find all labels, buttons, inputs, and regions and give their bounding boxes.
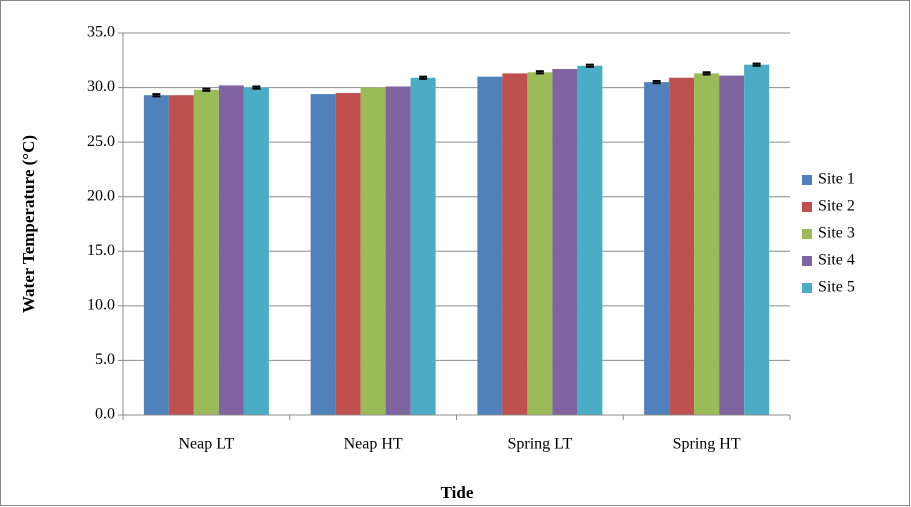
bar (644, 82, 670, 415)
legend-label: Site 4 (818, 252, 855, 269)
legend-swatch (802, 283, 812, 293)
bar (218, 85, 244, 415)
bar (577, 65, 603, 415)
x-tick-label: Neap LT (178, 436, 234, 453)
x-tick-label: Spring HT (673, 436, 741, 453)
legend-swatch (802, 175, 812, 185)
bar (477, 76, 503, 416)
bar (243, 87, 269, 416)
bar (310, 94, 336, 416)
bar (669, 77, 695, 416)
bar (744, 64, 770, 415)
y-tick-label: 20.0 (87, 187, 115, 204)
legend-label: Site 1 (818, 171, 855, 188)
x-axis-title: Tide (441, 483, 474, 502)
bar (502, 73, 528, 415)
bar (143, 95, 169, 415)
bar (168, 95, 194, 415)
y-axis-title: Water Temperature (°C) (19, 135, 38, 313)
bar (552, 69, 578, 415)
y-tick-label: 25.0 (87, 133, 115, 150)
y-tick-label: 0.0 (95, 406, 115, 423)
x-tick-label: Spring LT (508, 436, 573, 453)
bar (193, 89, 219, 416)
x-tick-label: Neap HT (344, 436, 403, 453)
bar (360, 87, 386, 416)
legend-swatch (802, 256, 812, 266)
legend-label: Site 3 (818, 225, 855, 242)
legend-label: Site 5 (818, 279, 855, 296)
y-tick-label: 10.0 (87, 297, 115, 314)
legend-swatch (802, 229, 812, 239)
bar (335, 93, 361, 416)
bar (410, 77, 436, 416)
y-tick-label: 15.0 (87, 242, 115, 259)
legend-label: Site 2 (818, 198, 855, 215)
legend-swatch (802, 202, 812, 212)
bar (694, 73, 720, 415)
bar (527, 72, 553, 415)
bar (385, 86, 411, 415)
y-tick-label: 5.0 (95, 351, 115, 368)
y-tick-label: 30.0 (87, 78, 115, 95)
bar (719, 75, 745, 416)
y-tick-label: 35.0 (87, 24, 115, 41)
